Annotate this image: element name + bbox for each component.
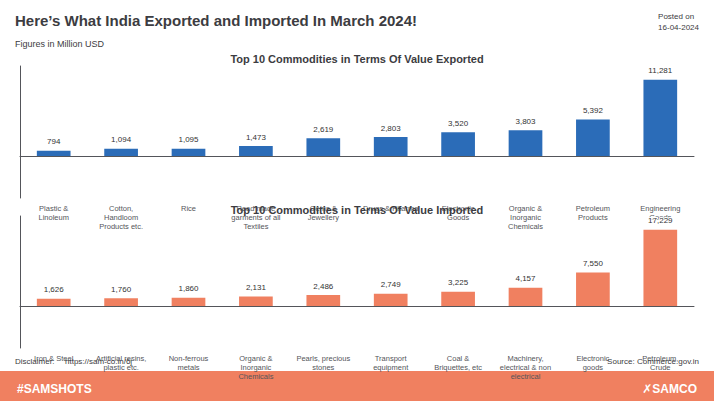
svg-text:1,473: 1,473 [246, 133, 267, 142]
svg-text:Figures in Million USD: Figures in Million USD [15, 39, 105, 49]
svg-text:2,486: 2,486 [313, 282, 334, 291]
svg-text:metals: metals [177, 363, 199, 372]
svg-text:1,095: 1,095 [178, 135, 199, 144]
svg-text:Inorganic: Inorganic [240, 363, 271, 372]
svg-text:Linoleum: Linoleum [38, 213, 68, 222]
svg-text:Crude: Crude [650, 363, 671, 372]
svg-text:✗SAMCO: ✗SAMCO [642, 382, 697, 396]
svg-text:Goods: Goods [447, 213, 470, 222]
svg-text:16-04-2024: 16-04-2024 [658, 23, 699, 32]
svg-text:Chemicals: Chemicals [508, 222, 543, 231]
svg-text:equipment: equipment [373, 363, 409, 372]
svg-text:Petroleum: Petroleum [576, 204, 610, 213]
svg-text:3,803: 3,803 [515, 117, 536, 126]
svg-text:1,860: 1,860 [178, 284, 199, 293]
svg-text:plastic etc.: plastic etc. [103, 363, 139, 372]
svg-text:Organic &: Organic & [509, 204, 542, 213]
svg-text:Textiles: Textiles [243, 222, 268, 231]
svg-text:Jewellery: Jewellery [307, 213, 339, 222]
svg-text:Cotton,: Cotton, [109, 204, 133, 213]
svg-text:Pearls, precious: Pearls, precious [296, 354, 350, 363]
svg-text:Disclaimer:: Disclaimer: [15, 357, 55, 366]
svg-text:1,626: 1,626 [44, 285, 65, 294]
svg-text:#SAMSHOTS: #SAMSHOTS [17, 382, 92, 396]
svg-text:Plastic &: Plastic & [39, 204, 68, 213]
svg-text:2,749: 2,749 [381, 280, 402, 289]
svg-text:2,803: 2,803 [381, 124, 402, 133]
svg-text:Rice: Rice [181, 204, 196, 213]
svg-text:Non-ferrous: Non-ferrous [169, 354, 209, 363]
svg-text:4,157: 4,157 [515, 274, 536, 283]
svg-text:Here’s What India Exported and: Here’s What India Exported and Imported … [15, 12, 417, 29]
svg-text:Organic &: Organic & [239, 354, 272, 363]
svg-text:goods: goods [583, 363, 604, 372]
svg-text:1,094: 1,094 [111, 135, 132, 144]
svg-text:Posted on: Posted on [658, 12, 694, 21]
svg-text:electrical & non: electrical & non [500, 363, 551, 372]
svg-text:garments of all: garments of all [231, 213, 281, 222]
svg-text:Handloom: Handloom [104, 213, 138, 222]
svg-text:Products etc.: Products etc. [99, 222, 143, 231]
svg-text:17,229: 17,229 [648, 216, 673, 225]
svg-text:Source: Commerce.gov.in: Source: Commerce.gov.in [607, 357, 699, 366]
svg-text:Machinery,: Machinery, [507, 354, 543, 363]
svg-text:Top 10 Commodities in Terms Of: Top 10 Commodities in Terms Of Value Exp… [230, 53, 483, 65]
svg-text:Engineering: Engineering [640, 204, 680, 213]
svg-text:Chemicals: Chemicals [238, 372, 273, 381]
svg-text:3,225: 3,225 [448, 278, 469, 287]
svg-text:3,520: 3,520 [448, 119, 469, 128]
svg-text:11,281: 11,281 [648, 66, 672, 75]
svg-text:electrical: electrical [511, 372, 541, 381]
svg-text:Coal &: Coal & [447, 354, 470, 363]
svg-text:2,619: 2,619 [313, 125, 334, 134]
svg-text:Inorganic: Inorganic [510, 213, 541, 222]
svg-text:1,760: 1,760 [111, 285, 132, 294]
svg-text:Transport: Transport [375, 354, 408, 363]
svg-text:Briquettes, etc: Briquettes, etc [434, 363, 482, 372]
svg-text:7,550: 7,550 [583, 259, 604, 268]
svg-text:Top 10 Commodities in Terms Of: Top 10 Commodities in Terms Of Value Imp… [231, 204, 484, 216]
svg-text:Electronic: Electronic [576, 354, 609, 363]
svg-text:794: 794 [47, 137, 61, 146]
svg-text:https://sam-co.in/6j: https://sam-co.in/6j [65, 357, 132, 366]
svg-text:2,131: 2,131 [246, 283, 267, 292]
svg-text:5,392: 5,392 [583, 106, 604, 115]
svg-text:Products: Products [578, 213, 608, 222]
svg-text:stones: stones [312, 363, 334, 372]
